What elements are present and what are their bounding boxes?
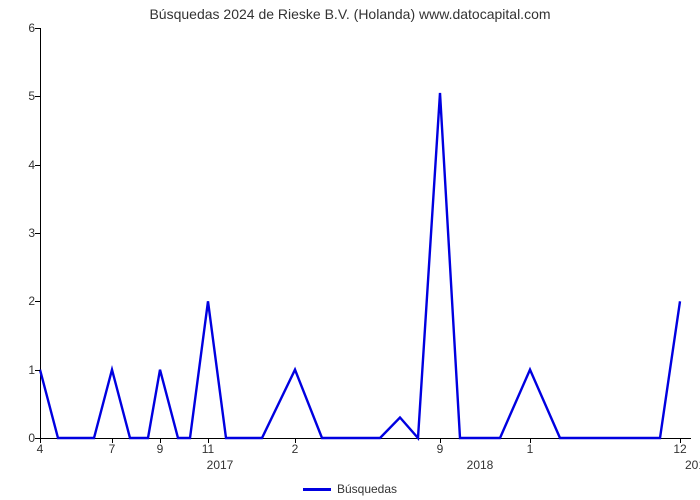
x-tick-label: 1 (527, 442, 534, 456)
x-tick (295, 438, 296, 443)
x-year-label: 201 (685, 458, 700, 472)
y-tick-label: 1 (5, 363, 35, 377)
chart-title: Búsquedas 2024 de Rieske B.V. (Holanda) … (0, 6, 700, 22)
x-tick-label: 9 (157, 442, 164, 456)
y-tick (35, 165, 40, 166)
x-tick-label: 2 (292, 442, 299, 456)
x-year-label: 2018 (467, 458, 494, 472)
chart-container: Búsquedas 2024 de Rieske B.V. (Holanda) … (0, 0, 700, 500)
x-tick (680, 438, 681, 443)
y-tick-label: 6 (5, 21, 35, 35)
x-tick (530, 438, 531, 443)
x-tick (440, 438, 441, 443)
legend-label: Búsquedas (337, 482, 397, 496)
x-tick-label: 11 (202, 442, 214, 456)
y-tick-label: 2 (5, 294, 35, 308)
x-tick-label: 12 (673, 442, 686, 456)
x-tick-label: 4 (37, 442, 44, 456)
x-tick (208, 438, 209, 443)
y-tick (35, 28, 40, 29)
y-tick (35, 370, 40, 371)
x-year-label: 2017 (207, 458, 234, 472)
legend-line-swatch (303, 488, 331, 491)
x-tick-label: 9 (437, 442, 444, 456)
x-tick (40, 438, 41, 443)
x-tick (160, 438, 161, 443)
line-series (40, 28, 690, 438)
y-tick-label: 3 (5, 226, 35, 240)
y-tick (35, 233, 40, 234)
y-tick-label: 5 (5, 89, 35, 103)
y-tick-label: 0 (5, 431, 35, 445)
y-tick-label: 4 (5, 158, 35, 172)
y-tick (35, 96, 40, 97)
x-tick (112, 438, 113, 443)
x-tick-label: 7 (109, 442, 116, 456)
legend: Búsquedas (0, 482, 700, 496)
y-tick (35, 301, 40, 302)
